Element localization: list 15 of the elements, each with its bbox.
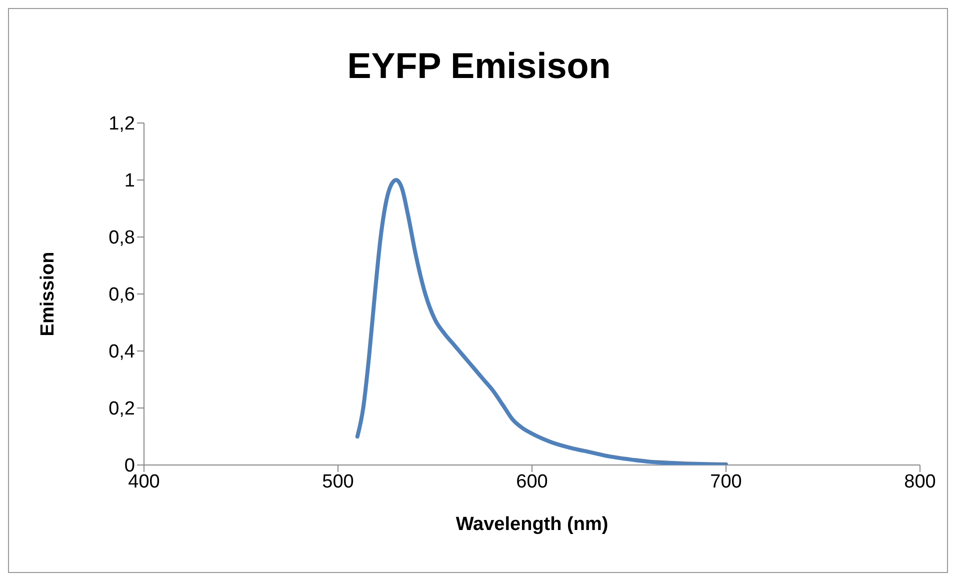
chart-title: EYFP Emisison: [346, 45, 612, 87]
y-tick-label: 0,4: [108, 342, 136, 363]
x-tick-label: 600: [516, 471, 548, 492]
x-tick-label: 500: [322, 471, 354, 492]
y-tick-label: 1: [124, 170, 135, 192]
line-series: [355, 178, 728, 465]
y-tick-label: 0,2: [108, 398, 135, 420]
y-axis-title: Emission: [38, 252, 59, 336]
x-tick-label: 700: [710, 471, 742, 492]
x-tick-label: 400: [128, 471, 160, 492]
y-tick-label: 0,8: [108, 228, 135, 249]
x-tick-label: 800: [904, 471, 936, 492]
x-axis-title: Wavelength (nm): [456, 514, 608, 535]
y-tick-label: 0,6: [108, 284, 135, 306]
y-tick-label: 1,2: [108, 114, 135, 135]
